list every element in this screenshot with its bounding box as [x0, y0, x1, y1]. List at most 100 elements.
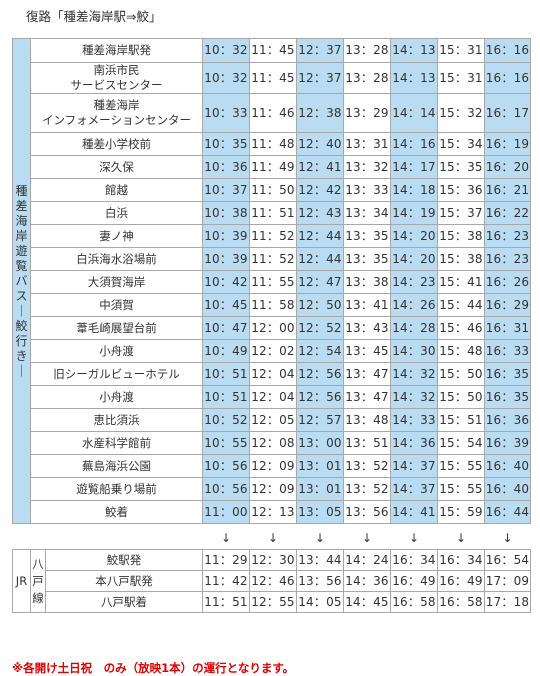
- departure-time: 11：45: [249, 62, 297, 94]
- table-row: 小舟渡 10：49 12：02 12：54 13：45 14：30 15：48 16：33: [13, 339, 531, 363]
- departure-time: 16：16: [484, 62, 531, 94]
- stop-name: 白浜: [30, 201, 203, 225]
- stop-name: 中須賀: [30, 293, 203, 317]
- departure-time: 16：58: [390, 591, 438, 613]
- bus-line-label: 種差海岸遊覧バス｜鮫 行き｜: [12, 38, 31, 524]
- stop-name: 小舟渡: [30, 385, 203, 409]
- departure-time: 16：49: [437, 570, 485, 592]
- departure-time: 10：32: [202, 62, 250, 94]
- footnote: ※各開け土日祝 のみ（放映1本）の運行となります。: [12, 661, 295, 675]
- departure-time: 11：00: [202, 500, 250, 524]
- departure-time: 10：37: [202, 178, 250, 202]
- departure-time: 12：09: [249, 477, 297, 501]
- table-row: 種差海岸遊覧バス｜鮫 行き｜ 種差海岸駅発 10：32 11：45 12：37 13：28…: [12, 38, 531, 524]
- departure-time: 16：44: [484, 500, 531, 524]
- departure-time: 14：36: [390, 431, 438, 455]
- departure-time: 11：49: [249, 155, 297, 179]
- departure-time: 10：56: [202, 454, 250, 478]
- stop-name: 鮫着: [30, 500, 203, 524]
- departure-time: 16：21: [484, 178, 531, 202]
- departure-time: 10：39: [202, 247, 250, 271]
- departure-time: 16：23: [484, 224, 531, 248]
- departure-time: 15：50: [437, 362, 485, 386]
- table-row: 南浜市民 サービスセンター 10：32 11：45 12：37 13：28 14：13 15…: [13, 62, 531, 94]
- departure-time: 12：37: [296, 38, 344, 63]
- departure-time: 15：59: [437, 500, 485, 524]
- departure-time: 10：47: [202, 316, 250, 340]
- departure-time: 14：16: [390, 132, 438, 156]
- departure-time: 12：44: [296, 247, 344, 271]
- departure-time: 13：32: [343, 155, 391, 179]
- departure-time: 12：38: [296, 93, 344, 133]
- table-row: 遊覧船乗り場前 10：56 12：09 13：01 13：52 14：37 15：55 16：…: [13, 477, 531, 501]
- departure-time: 13：34: [343, 201, 391, 225]
- departure-time: 12：44: [296, 224, 344, 248]
- stop-name: 館越: [30, 178, 203, 202]
- departure-time: 13：29: [343, 93, 391, 133]
- departure-time: 15：32: [437, 93, 485, 133]
- departure-time: 13：00: [296, 431, 344, 455]
- departure-time: 12：02: [249, 339, 297, 363]
- table-row: 館越 10：37 11：50 12：42 13：33 14：18 15：36 16：21: [13, 178, 531, 202]
- departure-time: 15：46: [437, 316, 485, 340]
- departure-time: 17：09: [484, 570, 531, 592]
- table-row: 白浜 10：38 11：51 12：43 13：34 14：19 15：37 16：22: [13, 201, 531, 225]
- stop-name: 種差海岸 インフォメーションセンター: [30, 93, 203, 133]
- departure-time: 16：26: [484, 270, 531, 294]
- departure-time: 16：34: [390, 549, 438, 571]
- departure-time: 16：33: [484, 339, 531, 363]
- departure-time: 15：54: [437, 431, 485, 455]
- departure-time: 11：45: [249, 38, 297, 63]
- down-arrow-icon: ↓: [455, 530, 467, 545]
- stop-name: 蕪島海浜公園: [30, 454, 203, 478]
- table-row: 蕪島海浜公園 10：56 12：09 13：01 13：52 14：37 15：55 16：4…: [13, 454, 531, 478]
- departure-time: 14：20: [390, 224, 438, 248]
- departure-time: 13：33: [343, 178, 391, 202]
- departure-time: 11：52: [249, 247, 297, 271]
- jr-line-label: 八戸線: [30, 549, 46, 613]
- departure-time: 13：35: [343, 224, 391, 248]
- down-arrow-icon: ↓: [361, 530, 373, 545]
- station-name: 八戸駅着: [45, 591, 203, 613]
- departure-time: 13：51: [343, 431, 391, 455]
- departure-time: 15：36: [437, 178, 485, 202]
- departure-time: 16：34: [437, 549, 485, 571]
- departure-time: 10：51: [202, 362, 250, 386]
- departure-time: 11：52: [249, 224, 297, 248]
- departure-time: 16：16: [484, 38, 531, 63]
- departure-time: 10：55: [202, 431, 250, 455]
- departure-time: 15：35: [437, 155, 485, 179]
- table-row: 種差海岸 インフォメーションセンター 10：33 11：46 12：38 13：29 14…: [13, 93, 531, 133]
- departure-time: 11：50: [249, 178, 297, 202]
- departure-time: 12：40: [296, 132, 344, 156]
- departure-time: 14：24: [343, 549, 391, 571]
- stop-name: 水産科学館前: [30, 431, 203, 455]
- departure-time: 12：00: [249, 316, 297, 340]
- departure-time: 11：51: [202, 591, 250, 613]
- departure-time: 14：17: [390, 155, 438, 179]
- departure-time: 15：44: [437, 293, 485, 317]
- departure-time: 15：55: [437, 454, 485, 478]
- stop-name: 南浜市民 サービスセンター: [30, 62, 203, 94]
- station-name: 鮫駅発: [45, 549, 203, 571]
- departure-time: 13：47: [343, 362, 391, 386]
- departure-time: 13：45: [343, 339, 391, 363]
- stop-name: 妻ノ神: [30, 224, 203, 248]
- departure-time: 14：36: [343, 570, 391, 592]
- departure-time: 15：55: [437, 477, 485, 501]
- down-arrow-icon: ↓: [220, 530, 232, 545]
- departure-time: 10：33: [202, 93, 250, 133]
- departure-time: 11：51: [249, 201, 297, 225]
- station-name: 本八戸駅発: [45, 570, 203, 592]
- table-row: 種差小学校前 10：35 11：48 12：40 13：31 14：16 15：34 16：1…: [13, 132, 531, 156]
- departure-time: 13：48: [343, 408, 391, 432]
- departure-time: 14：33: [390, 408, 438, 432]
- departure-time: 16：35: [484, 385, 531, 409]
- departure-time: 12：43: [296, 201, 344, 225]
- departure-time: 16：23: [484, 247, 531, 271]
- departure-time: 14：26: [390, 293, 438, 317]
- departure-time: 12：52: [296, 316, 344, 340]
- stop-name: 遊覧船乗り場前: [30, 477, 203, 501]
- departure-time: 14：19: [390, 201, 438, 225]
- departure-time: 13：41: [343, 293, 391, 317]
